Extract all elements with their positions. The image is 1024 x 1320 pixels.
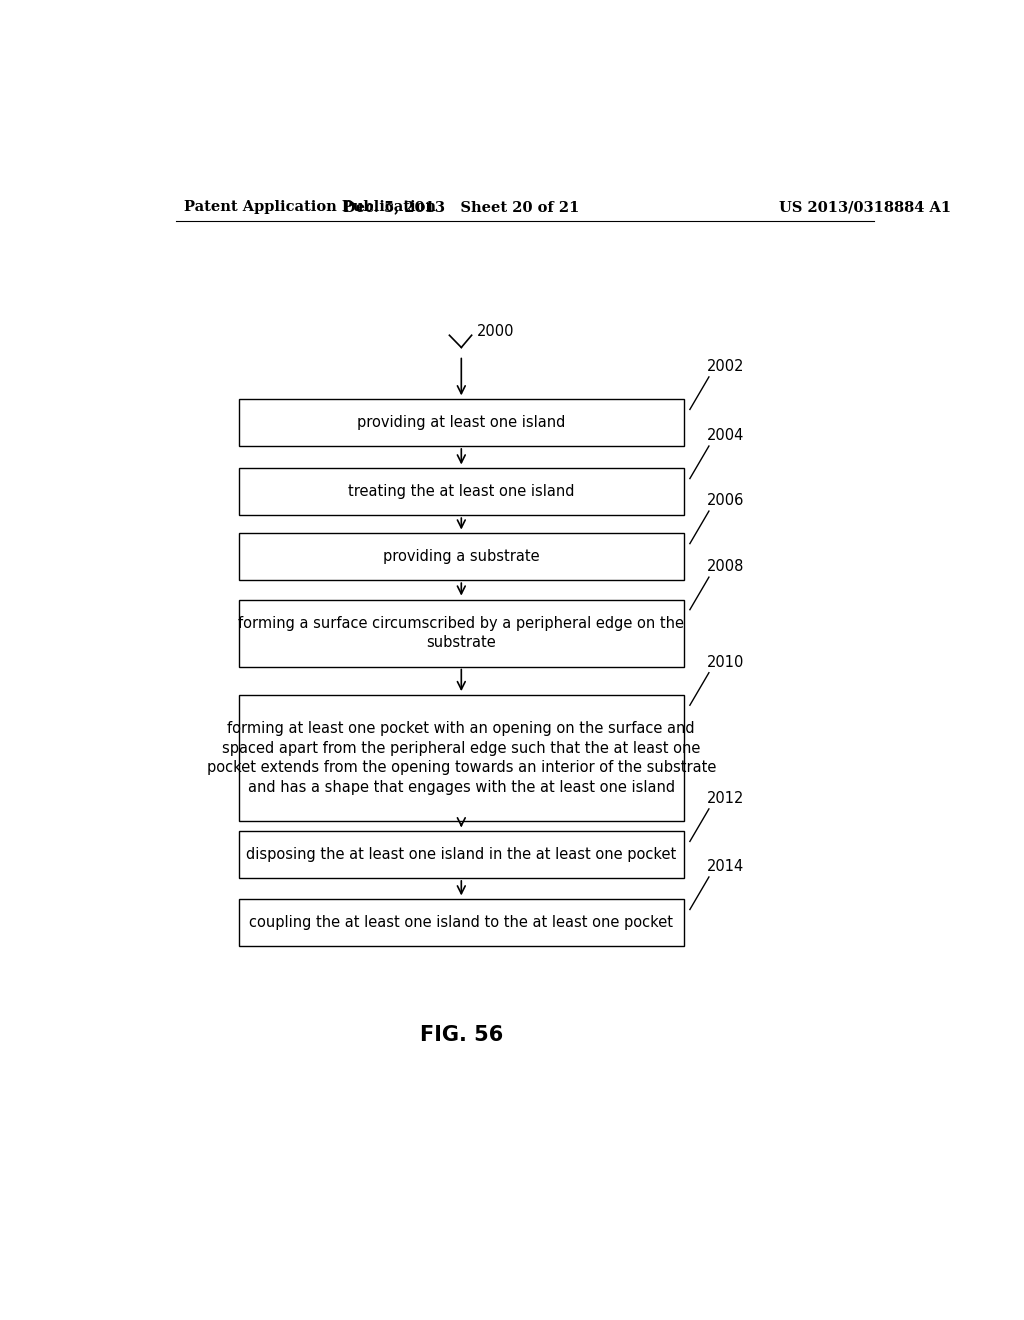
FancyBboxPatch shape [239,696,684,821]
Text: providing a substrate: providing a substrate [383,549,540,565]
Text: 2004: 2004 [708,428,744,444]
FancyBboxPatch shape [239,899,684,946]
FancyBboxPatch shape [239,832,684,878]
Text: 2002: 2002 [708,359,744,374]
Text: 2000: 2000 [477,323,515,339]
Text: coupling the at least one island to the at least one pocket: coupling the at least one island to the … [249,915,674,931]
Text: disposing the at least one island in the at least one pocket: disposing the at least one island in the… [246,847,677,862]
Text: 2014: 2014 [708,859,744,874]
Text: providing at least one island: providing at least one island [357,416,565,430]
Text: 2006: 2006 [708,494,744,508]
Text: 2012: 2012 [708,791,744,805]
FancyBboxPatch shape [239,533,684,581]
Text: Dec. 5, 2013   Sheet 20 of 21: Dec. 5, 2013 Sheet 20 of 21 [343,201,580,214]
Text: treating the at least one island: treating the at least one island [348,484,574,499]
Text: 2008: 2008 [708,560,744,574]
Text: forming at least one pocket with an opening on the surface and
spaced apart from: forming at least one pocket with an open… [207,721,716,795]
FancyBboxPatch shape [239,399,684,446]
FancyBboxPatch shape [239,599,684,667]
Text: 2010: 2010 [708,655,744,669]
Text: FIG. 56: FIG. 56 [420,1024,503,1044]
Text: US 2013/0318884 A1: US 2013/0318884 A1 [778,201,951,214]
Text: Patent Application Publication: Patent Application Publication [183,201,435,214]
FancyBboxPatch shape [239,469,684,515]
Text: forming a surface circumscribed by a peripheral edge on the
substrate: forming a surface circumscribed by a per… [239,615,684,651]
